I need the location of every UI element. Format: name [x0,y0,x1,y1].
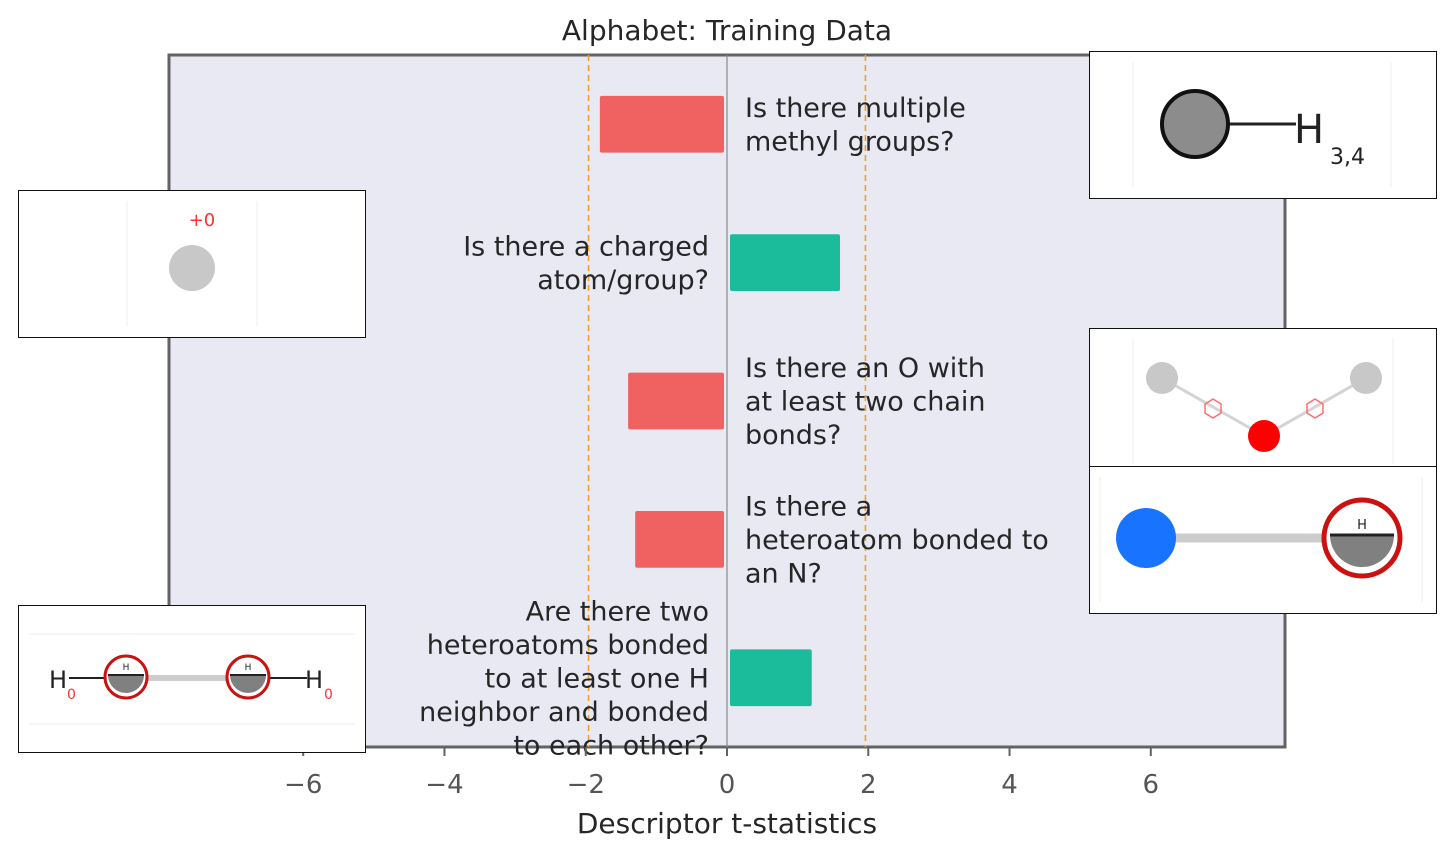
bar-4 [730,649,812,707]
hydroxyl-atom-label-right: H [305,666,323,694]
x-tick-label-5: 4 [1001,770,1018,800]
hydroxyl-subscript-right: 0 [324,687,333,703]
bar-label-2-line-0: Is there an O with [745,353,985,384]
bar-label-2-line-2: bonds? [745,420,841,451]
chart-title: Alphabet: Training Data [562,14,892,47]
oxygen-chain-icon [1132,339,1394,464]
methyl-atom-label: H [1294,107,1324,153]
hydroxyl-atom-label-left: H [49,666,67,694]
methyl-group-icon: H 3,4 [1132,62,1392,187]
bar-label-4-line-0: Are there two [526,597,709,628]
hydroxyl-pair-icon: H H H 0 H 0 [29,633,355,725]
nitrogen-heteroatom-inset: H [1089,466,1437,614]
charge-label: +0 [189,210,216,231]
x-axis-label: Descriptor t-statistics [577,807,877,840]
nitrogen-heteroatom-icon: H [1099,477,1423,602]
x-tick-label-3: 0 [719,770,736,800]
bar-label-1-line-1: atom/group? [537,265,709,296]
x-tick-label-6: 6 [1143,770,1160,800]
bar-label-4-line-2: to at least one H [485,664,709,695]
nitrogen-ring-label: H [1357,518,1367,533]
methyl-atom-subscript: 3,4 [1330,145,1365,170]
x-tick-label-2: −2 [567,770,605,800]
bar-label-4-line-4: to each other? [513,731,709,762]
bar-3 [635,511,724,568]
bar-label-0-line-0: Is there multiple [745,93,966,124]
bar-label-3-line-1: heteroatom bonded to [745,525,1049,556]
bar-label-4-line-1: heteroatoms bonded [427,630,709,661]
bar-2 [628,372,724,430]
bar-label-3-line-2: an N? [745,559,822,590]
bar-label-0-line-1: methyl groups? [745,127,955,158]
oxygen-chain-inset [1089,328,1437,476]
bar-label-4-line-3: neighbor and bonded [419,697,709,728]
hydroxyl-subscript-left: 0 [67,687,76,703]
hydroxyl-pair-inset: H H H 0 H 0 [18,605,366,753]
bar-label-1-line-0: Is there a charged [463,232,709,263]
charged-atom-icon: +0 [126,201,258,326]
hydroxyl-ring-label-left: H [123,663,130,673]
methyl-group-inset: H 3,4 [1089,51,1437,199]
bar-label-3-line-0: Is there a [745,492,872,523]
bar-label-2-line-1: at least two chain [745,387,986,418]
bar-1 [730,234,841,291]
x-tick-label-4: 2 [860,770,877,800]
x-tick-label-1: −4 [425,770,463,800]
charged-atom-inset: +0 [18,190,366,338]
hydroxyl-ring-label-right: H [245,663,252,673]
x-tick-label-0: −6 [284,770,322,800]
bar-0 [599,95,724,153]
